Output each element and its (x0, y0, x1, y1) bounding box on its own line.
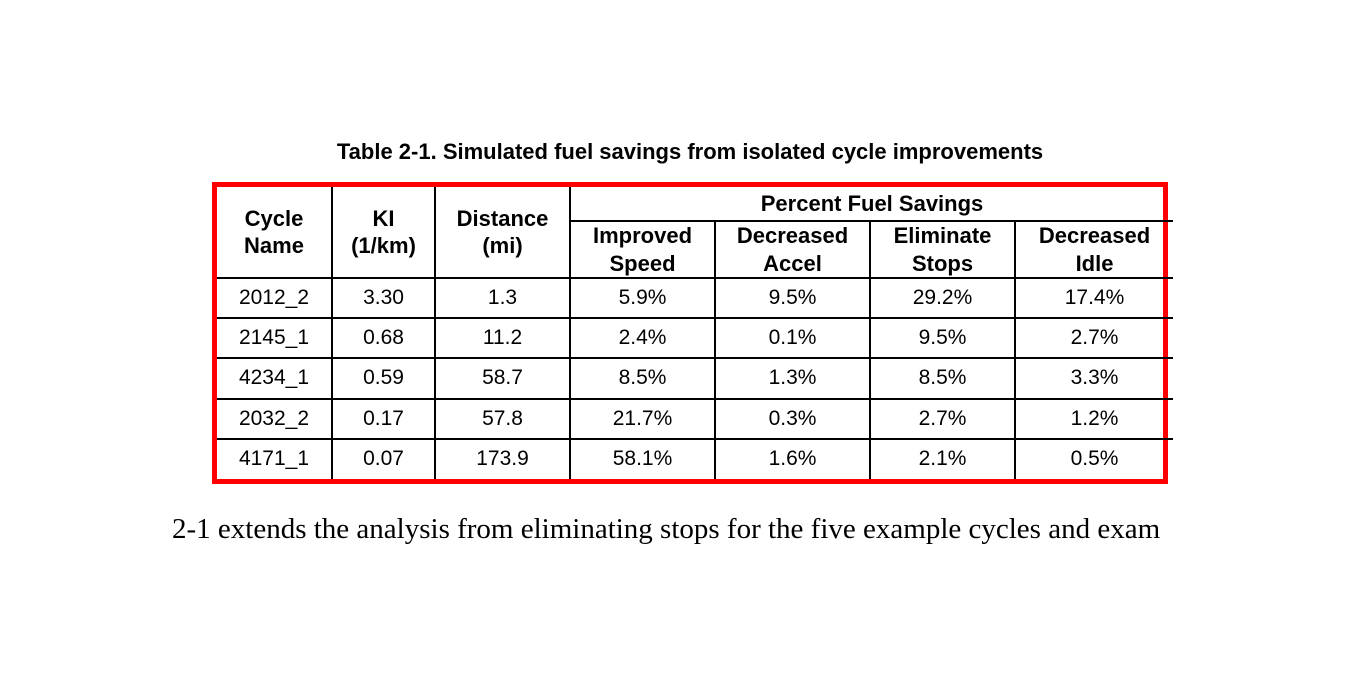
column-group-header-percent-fuel-savings: Percent Fuel Savings (568, 186, 1175, 222)
table-cell: 9.5% (714, 276, 871, 320)
table-cell: 58.1% (569, 437, 716, 481)
table-cell: 2.4% (569, 317, 716, 360)
column-header-decreased-idle: Decreased Idle (1013, 220, 1175, 279)
table-cell: 2.7% (869, 397, 1016, 440)
table-cell: 0.3% (714, 397, 871, 440)
table-cell: 29.2% (869, 276, 1016, 320)
table-cell: 1.3% (714, 357, 871, 400)
table-row: 2145_1 0.68 11.2 2.4% 0.1% 9.5% 2.7% (216, 317, 1175, 360)
table-cell: 0.17 (331, 397, 436, 440)
table-cell: 0.5% (1013, 437, 1175, 481)
table-cell: 1.6% (714, 437, 871, 481)
table-cell: 5.9% (569, 276, 716, 320)
table-cell: 8.5% (869, 357, 1016, 400)
column-header-cycle-name: Cycle Name (216, 186, 333, 279)
column-header-decreased-accel: Decreased Accel (714, 220, 871, 279)
table-cell: 2145_1 (216, 317, 333, 360)
table-cell: 3.3% (1013, 357, 1175, 400)
table-cell: 2032_2 (216, 397, 333, 440)
table-cell: 0.07 (331, 437, 436, 481)
table-cell: 2.7% (1013, 317, 1175, 360)
table-cell: 3.30 (331, 276, 436, 320)
table-cell: 8.5% (569, 357, 716, 400)
table-cell: 0.68 (331, 317, 436, 360)
column-header-distance: Distance (mi) (434, 186, 571, 279)
table-cell: 4171_1 (216, 437, 333, 481)
table-cell: 2012_2 (216, 276, 333, 320)
table-row: 2012_2 3.30 1.3 5.9% 9.5% 29.2% 17.4% (216, 276, 1175, 320)
table-row: 4171_1 0.07 173.9 58.1% 1.6% 2.1% 0.5% (216, 437, 1175, 481)
column-header-ki: KI (1/km) (331, 186, 436, 279)
column-header-eliminate-stops: Eliminate Stops (869, 220, 1016, 279)
table-caption: Table 2-1. Simulated fuel savings from i… (336, 139, 1044, 164)
table-cell: 173.9 (434, 437, 571, 481)
table-cell: 11.2 (434, 317, 571, 360)
table-cell: 0.1% (714, 317, 871, 360)
table-cell: 58.7 (434, 357, 571, 400)
table-frame: Cycle Name KI (1/km) Distance (mi) Perce… (212, 182, 1175, 484)
table-cell: 17.4% (1013, 276, 1175, 320)
column-header-improved-speed: Improved Speed (569, 220, 716, 279)
table-row: 4234_1 0.59 58.7 8.5% 1.3% 8.5% 3.3% (216, 357, 1175, 400)
table-row: 2032_2 0.17 57.8 21.7% 0.3% 2.7% 1.2% (216, 397, 1175, 440)
table-cell: 4234_1 (216, 357, 333, 400)
table-cell: 1.3 (434, 276, 571, 320)
fuel-savings-table: Cycle Name KI (1/km) Distance (mi) Perce… (216, 186, 1175, 481)
table-cell: 0.59 (331, 357, 436, 400)
body-text: 2-1 extends the analysis from eliminatin… (172, 513, 1161, 545)
table-cell: 9.5% (869, 317, 1016, 360)
table-cell: 1.2% (1013, 397, 1175, 440)
table-cell: 21.7% (569, 397, 716, 440)
table-cell: 2.1% (869, 437, 1016, 481)
table-body: 2012_2 3.30 1.3 5.9% 9.5% 29.2% 17.4% 2145_1 0.6… (216, 276, 1175, 481)
table-cell: 57.8 (434, 397, 571, 440)
